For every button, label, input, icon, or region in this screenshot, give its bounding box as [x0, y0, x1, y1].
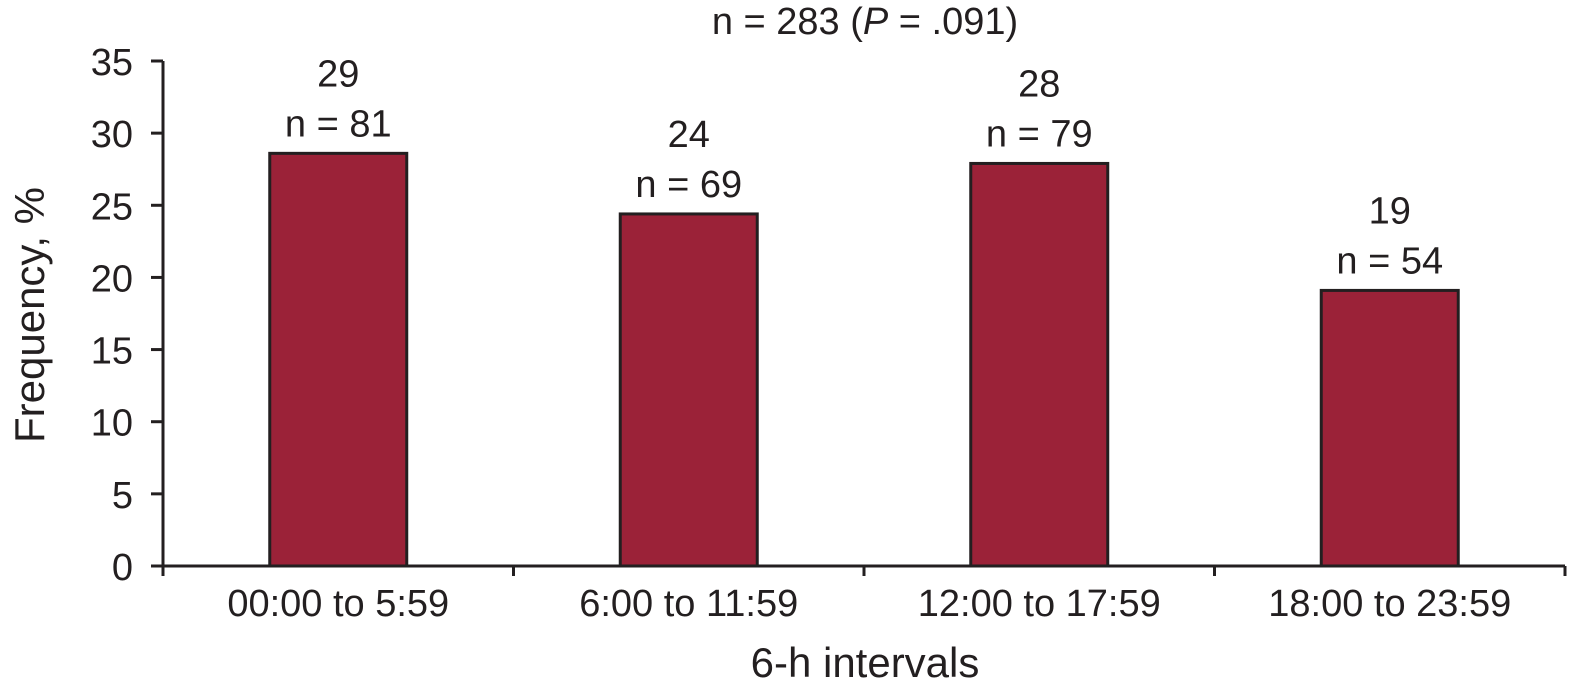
y-tick-label: 0 [112, 547, 133, 589]
x-tick-label: 00:00 to 5:59 [227, 583, 449, 625]
chart-title-prefix: n = 283 ( [712, 1, 863, 43]
bar-1 [268, 151, 409, 568]
x-tick-label: 12:00 to 17:59 [918, 583, 1161, 625]
y-tick-label: 5 [112, 475, 133, 517]
y-axis-label: Frequency, % [6, 187, 53, 443]
y-tick-label: 20 [91, 258, 133, 300]
bar-n-label: n = 81 [285, 103, 392, 145]
y-tick-label: 10 [91, 403, 133, 445]
y-tick-label: 30 [91, 114, 133, 156]
axes [161, 61, 1565, 568]
x-axis-label: 6-h intervals [751, 639, 980, 686]
x-axis-ticks: 00:00 to 5:59 6:00 to 11:59 12:00 to 17:59… [161, 566, 1567, 625]
bar-4 [1319, 288, 1460, 568]
chart-title-suffix: = .091) [888, 1, 1018, 43]
bar-n-label: n = 79 [986, 113, 1093, 155]
bar-n-label: n = 69 [635, 164, 742, 206]
y-axis-ticks: 0 5 10 15 20 25 30 35 [91, 42, 163, 589]
bar-value-label: 29 [317, 53, 359, 95]
x-tick-label: 18:00 to 23:59 [1268, 583, 1511, 625]
bar-value-label: 19 [1369, 190, 1411, 232]
bars-group: n = 81 29 n = 69 24 n = 79 28 n = 54 19 [268, 53, 1460, 568]
x-tick-label: 6:00 to 11:59 [579, 583, 798, 625]
bar-3 [969, 161, 1110, 568]
bar-value-label: 28 [1018, 63, 1060, 105]
y-tick-label: 35 [91, 42, 133, 84]
bar-n-label: n = 54 [1336, 240, 1443, 282]
bar-value-label: 24 [668, 114, 710, 156]
bar-2 [618, 212, 759, 568]
chart-title: n = 283 (P = .091) [712, 1, 1018, 43]
y-tick-label: 15 [91, 331, 133, 373]
chart-title-p: P [863, 1, 889, 43]
y-tick-label: 25 [91, 186, 133, 228]
